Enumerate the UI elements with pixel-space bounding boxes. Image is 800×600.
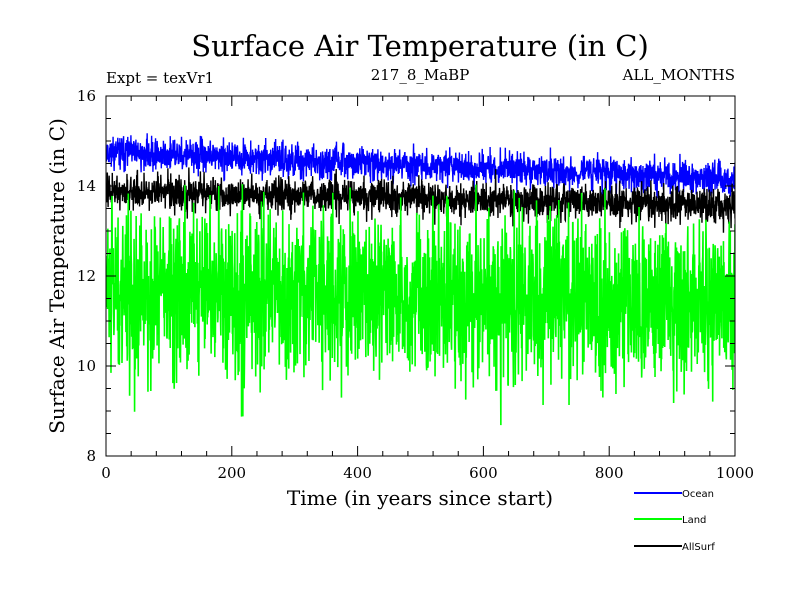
x-tick-label: 400 xyxy=(343,464,372,482)
y-tick-label: 14 xyxy=(77,177,96,195)
legend-label-land: Land xyxy=(682,515,706,526)
axes xyxy=(105,95,736,457)
x-tick-label: 200 xyxy=(217,464,246,482)
x-tick-label: 0 xyxy=(101,464,111,482)
tick-labels: 0 200 400 600 800 1000 8 10 12 14 16 xyxy=(77,87,754,482)
run-label: 217_8_MaBP xyxy=(371,66,470,84)
x-axis-label: Time (in years since start) xyxy=(287,486,553,510)
series-line-land xyxy=(106,184,735,426)
y-tick-label: 16 xyxy=(77,87,96,105)
legend: Ocean Land AllSurf xyxy=(634,489,715,553)
y-tick-label: 8 xyxy=(86,447,96,465)
y-tick-label: 10 xyxy=(77,357,96,375)
chart-title: Surface Air Temperature (in C) xyxy=(191,29,649,63)
legend-label-ocean: Ocean xyxy=(682,489,714,500)
series-line-allsurf xyxy=(106,167,735,233)
y-axis-label: Surface Air Temperature (in C) xyxy=(45,118,69,434)
series-line-ocean xyxy=(106,133,735,200)
x-tick-label: 600 xyxy=(469,464,498,482)
y-tick-label: 12 xyxy=(77,267,96,285)
legend-label-allsurf: AllSurf xyxy=(682,542,715,553)
experiment-label: Expt = texVr1 xyxy=(106,69,214,87)
x-tick-label: 1000 xyxy=(716,464,754,482)
plot-area xyxy=(106,133,735,426)
months-label: ALL_MONTHS xyxy=(622,66,735,84)
x-tick-label: 800 xyxy=(595,464,624,482)
